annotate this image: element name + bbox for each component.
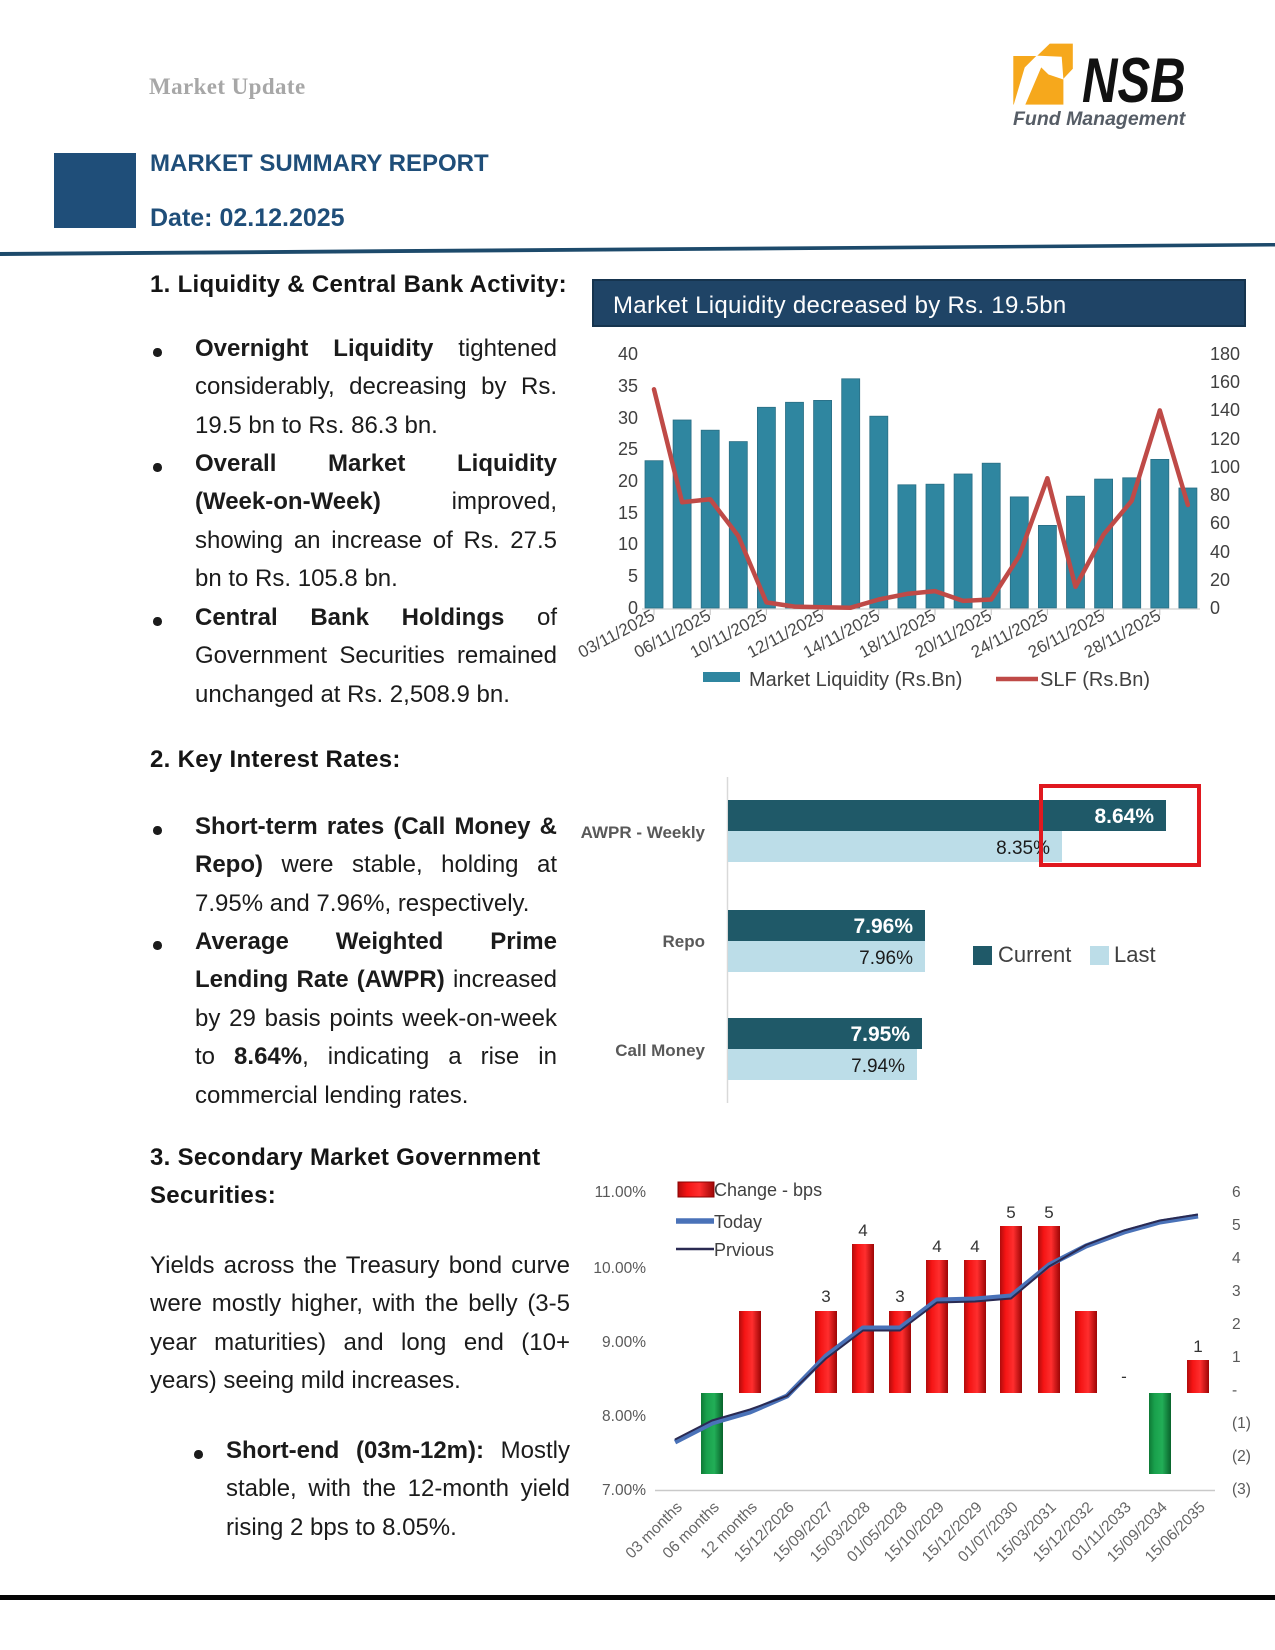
- svg-text:4: 4: [858, 1221, 867, 1240]
- svg-text:Market Liquidity (Rs.Bn): Market Liquidity (Rs.Bn): [749, 669, 962, 691]
- svg-text:25: 25: [618, 439, 638, 459]
- svg-text:6: 6: [1232, 1184, 1241, 1201]
- svg-text:7.96%: 7.96%: [853, 915, 913, 938]
- svg-text:3: 3: [821, 1287, 830, 1306]
- svg-text:5: 5: [1232, 1217, 1241, 1234]
- svg-text:35: 35: [618, 376, 638, 396]
- svg-text:5: 5: [1006, 1203, 1015, 1222]
- svg-text:3: 3: [1232, 1283, 1241, 1300]
- svg-text:(2): (2): [1232, 1448, 1251, 1465]
- svg-text:5: 5: [628, 566, 638, 586]
- svg-text:10: 10: [618, 534, 638, 554]
- svg-text:4: 4: [932, 1237, 941, 1256]
- svg-text:(1): (1): [1232, 1415, 1251, 1432]
- svg-text:(3): (3): [1232, 1481, 1251, 1498]
- svg-text:NSB: NSB: [1082, 45, 1186, 115]
- svg-text:3: 3: [895, 1287, 904, 1306]
- svg-text:7.00%: 7.00%: [602, 1482, 646, 1499]
- svg-text:0: 0: [628, 598, 638, 618]
- svg-text:Fund Management: Fund Management: [1013, 108, 1187, 130]
- svg-text:Market Liquidity decreased by: Market Liquidity decreased by Rs. 19.5bn: [613, 292, 1067, 319]
- svg-text:Repo: Repo: [663, 932, 706, 951]
- svg-text:180: 180: [1210, 344, 1240, 364]
- svg-text:140: 140: [1210, 400, 1240, 420]
- svg-text:Change - bps: Change - bps: [714, 1180, 822, 1200]
- svg-text:Prvious: Prvious: [714, 1240, 774, 1260]
- svg-text:AWPR - Weekly: AWPR - Weekly: [581, 823, 706, 842]
- svg-text:SLF (Rs.Bn): SLF (Rs.Bn): [1040, 669, 1150, 691]
- svg-text:-: -: [1232, 1382, 1237, 1399]
- svg-text:160: 160: [1210, 372, 1240, 392]
- svg-text:60: 60: [1210, 513, 1230, 533]
- svg-text:30: 30: [618, 408, 638, 428]
- svg-text:1: 1: [1232, 1349, 1241, 1366]
- svg-text:15: 15: [618, 503, 638, 523]
- svg-text:1: 1: [1193, 1337, 1202, 1356]
- svg-text:20: 20: [618, 471, 638, 491]
- svg-text:8.00%: 8.00%: [602, 1408, 646, 1425]
- svg-text:Current: Current: [998, 942, 1071, 967]
- svg-text:80: 80: [1210, 485, 1230, 505]
- svg-text:0: 0: [1210, 598, 1220, 618]
- svg-text:4: 4: [970, 1237, 979, 1256]
- svg-text:2: 2: [1232, 1316, 1241, 1333]
- svg-text:100: 100: [1210, 457, 1240, 477]
- svg-text:8.64%: 8.64%: [1094, 805, 1154, 828]
- svg-text:Call Money: Call Money: [615, 1041, 705, 1060]
- svg-text:10.00%: 10.00%: [593, 1260, 646, 1277]
- svg-text:9.00%: 9.00%: [602, 1334, 646, 1351]
- svg-text:-: -: [1121, 1367, 1127, 1386]
- svg-text:40: 40: [618, 344, 638, 364]
- svg-text:120: 120: [1210, 429, 1240, 449]
- svg-text:11.00%: 11.00%: [595, 1184, 647, 1201]
- svg-text:5: 5: [1044, 1203, 1053, 1222]
- svg-text:Last: Last: [1114, 942, 1156, 967]
- svg-text:7.96%: 7.96%: [859, 948, 913, 969]
- svg-text:7.94%: 7.94%: [851, 1056, 905, 1077]
- svg-text:20: 20: [1210, 570, 1230, 590]
- svg-text:40: 40: [1210, 542, 1230, 562]
- svg-text:7.95%: 7.95%: [850, 1023, 910, 1046]
- svg-text:Today: Today: [714, 1212, 762, 1232]
- svg-text:8.35%: 8.35%: [996, 838, 1050, 859]
- svg-text:4: 4: [1232, 1250, 1241, 1267]
